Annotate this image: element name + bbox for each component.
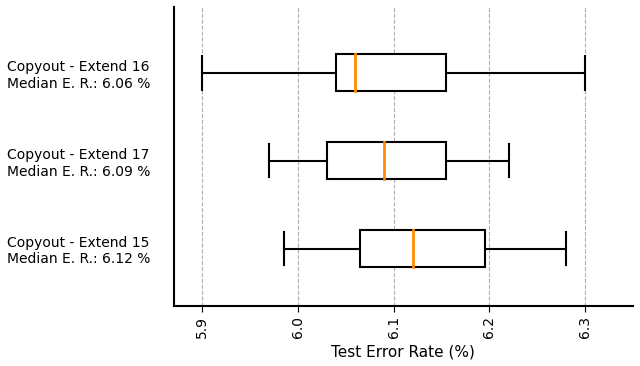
FancyBboxPatch shape <box>337 55 447 92</box>
FancyBboxPatch shape <box>327 142 447 179</box>
FancyBboxPatch shape <box>360 230 484 267</box>
X-axis label: Test Error Rate (%): Test Error Rate (%) <box>332 344 476 359</box>
